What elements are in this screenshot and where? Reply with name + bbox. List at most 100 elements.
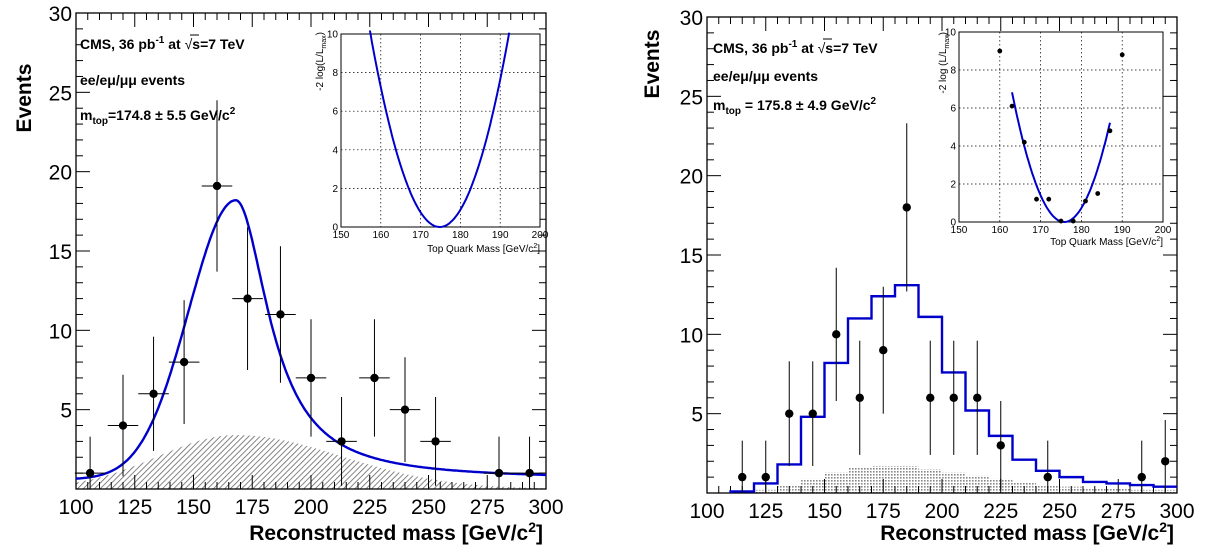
background-bar	[895, 466, 919, 493]
data-point	[326, 396, 357, 486]
data-point	[138, 336, 169, 451]
x-tick-label: 275	[1101, 500, 1136, 523]
inset-point	[1021, 139, 1027, 145]
inset-y-tick-label: 2	[950, 180, 956, 191]
inset-x-tick-label: 200	[532, 230, 549, 241]
inset-y-tick-label: 0	[332, 223, 338, 234]
data-point	[389, 357, 421, 463]
x-tick-label: 175	[235, 496, 270, 519]
data-point	[808, 361, 817, 467]
background-bar	[918, 469, 942, 493]
data-marker	[1043, 472, 1052, 482]
y-tick-label: 25	[680, 86, 703, 109]
data-point	[949, 340, 958, 455]
left-annotation-line3: mtop=174.8 ± 5.5 GeV/c2	[80, 106, 236, 127]
data-marker	[855, 393, 864, 402]
data-marker	[400, 405, 410, 414]
x-tick-label: 150	[176, 496, 211, 519]
x-tick-label: 175	[866, 500, 901, 523]
x-tick-label: 200	[924, 500, 959, 523]
inset-y-tick-label: 2	[332, 184, 338, 195]
background-bar	[942, 472, 966, 493]
inset-likelihood-curve	[368, 30, 511, 228]
inset-x-tick-label: 180	[452, 230, 469, 241]
x-tick-label: 250	[1042, 500, 1077, 523]
inset-x-tick-label: 190	[492, 230, 509, 241]
data-marker	[879, 346, 888, 355]
data-point	[1161, 420, 1170, 493]
data-point	[785, 361, 794, 467]
data-marker	[1161, 457, 1170, 466]
data-marker	[525, 468, 534, 478]
x-tick-label: 125	[117, 496, 152, 519]
data-marker	[1137, 472, 1146, 482]
data-marker	[306, 373, 316, 383]
inset-y-tick-label: 10	[327, 30, 339, 41]
left-x-axis-title: Reconstructed mass [GeV/c2]	[249, 519, 543, 545]
inset-y-tick-label: 6	[950, 104, 956, 115]
data-marker	[785, 409, 794, 418]
data-marker	[761, 472, 770, 482]
y-tick-label: 15	[49, 241, 72, 264]
inset-y-tick-label: 8	[950, 66, 956, 77]
inset-x-tick-label: 170	[412, 230, 429, 241]
data-point	[926, 340, 935, 455]
inset-y-tick-label: 8	[332, 68, 338, 79]
background-bar	[824, 472, 848, 493]
data-point	[359, 319, 390, 437]
inset-x-tick-label: 150	[333, 230, 350, 241]
inset-point	[1034, 196, 1039, 202]
left-inset-x-title: Top Quark Mass [GeV/c2]	[427, 243, 540, 255]
x-tick-label: 200	[293, 496, 328, 519]
data-point	[1137, 440, 1146, 493]
data-point	[902, 123, 911, 292]
x-tick-label: 150	[807, 500, 842, 523]
data-marker	[149, 389, 158, 398]
inset-x-tick-label: 200	[1155, 225, 1172, 236]
signal-histogram	[729, 283, 1177, 493]
background-bar	[965, 475, 989, 493]
data-point	[168, 300, 200, 424]
data-point	[761, 440, 770, 493]
right-inset-y-title: -2 log (L/Lmax)	[938, 32, 951, 94]
data-marker	[902, 203, 911, 212]
right-inset-frame	[958, 31, 1164, 223]
inset-point	[1009, 103, 1015, 109]
data-marker	[431, 437, 440, 446]
inset-x-tick-label: 160	[991, 225, 1008, 236]
background-bar	[848, 467, 872, 493]
data-point	[1043, 440, 1052, 493]
right-x-axis-title: Reconstructed mass [GeV/c2]	[880, 519, 1174, 545]
x-tick-label: 100	[58, 496, 93, 519]
left-inset-y-title: -2 log(L/Lmax)	[315, 32, 328, 91]
data-marker	[370, 373, 379, 383]
inset-y-tick-label: 0	[950, 218, 956, 229]
x-tick-label: 125	[748, 500, 783, 523]
y-tick-label: 20	[49, 162, 72, 185]
inset-point	[997, 48, 1003, 54]
data-point	[996, 400, 1005, 490]
data-point	[973, 340, 982, 455]
inset-point	[1083, 198, 1088, 204]
inset-x-tick-label: 190	[1114, 225, 1131, 236]
inset-x-tick-label: 150	[951, 225, 968, 236]
inset-y-tick-label: 4	[950, 142, 956, 153]
y-tick-label: 10	[680, 324, 703, 347]
data-point	[74, 436, 106, 489]
inset-y-tick-label: 4	[332, 145, 338, 156]
inset-x-tick-label: 180	[1073, 225, 1090, 236]
data-marker	[738, 472, 747, 482]
y-tick-label: 25	[49, 82, 72, 105]
left-y-axis-title: Events	[13, 64, 36, 133]
data-point	[265, 246, 296, 383]
data-point	[201, 100, 233, 272]
inset-point	[1107, 128, 1113, 134]
inset-x-tick-label: 170	[1032, 225, 1049, 236]
data-point	[832, 267, 841, 401]
x-tick-label: 300	[1159, 500, 1194, 523]
data-marker	[996, 441, 1005, 450]
data-point	[879, 286, 888, 414]
